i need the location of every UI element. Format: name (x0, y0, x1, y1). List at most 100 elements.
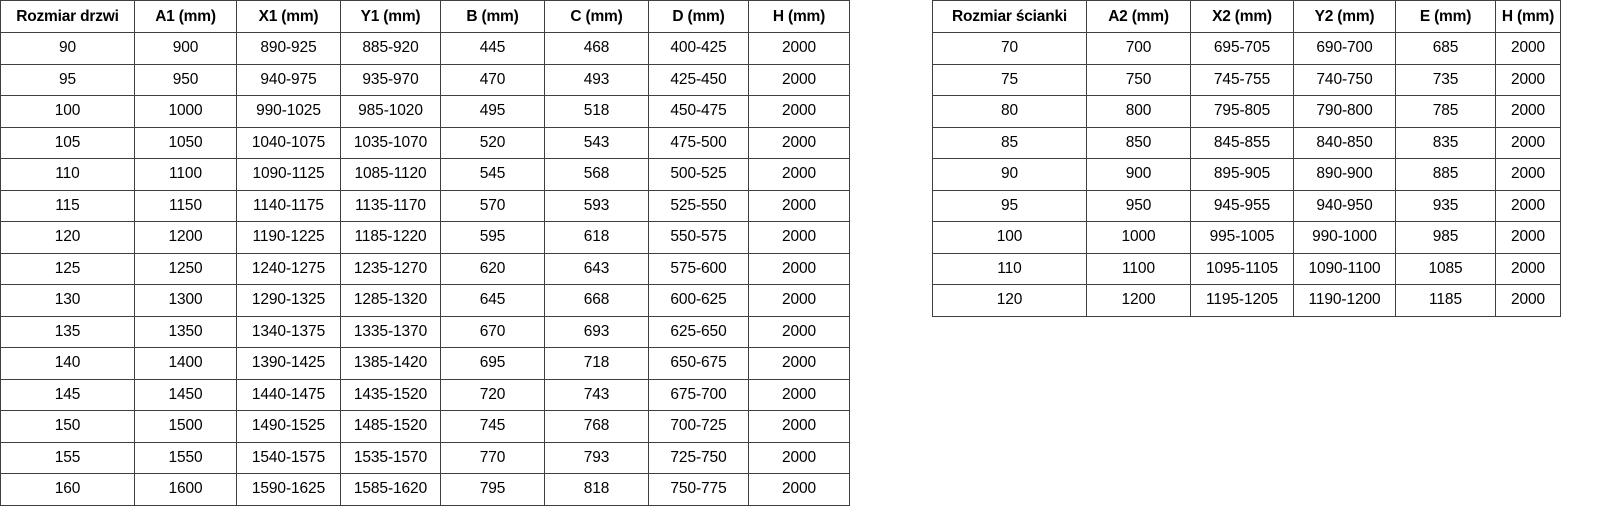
cell-door-size: 130 (0, 284, 135, 317)
cell-b: 795 (440, 473, 545, 506)
table-row: 130 1300 1290-1325 1285-1320 645 668 600-625 20… (0, 284, 850, 317)
cell-a2: 1000 (1086, 221, 1191, 254)
cell-h: 2000 (748, 378, 850, 411)
column-header-y2: Y2 (mm) (1293, 0, 1396, 33)
cell-h: 2000 (748, 158, 850, 191)
cell-e: 735 (1395, 63, 1496, 96)
cell-e: 985 (1395, 221, 1496, 254)
table-row: 95 950 945-955 940-950 935 2000 (932, 189, 1561, 222)
cell-y1: 1385-1420 (340, 347, 441, 380)
wall-dimensions-table: Rozmiar ścianki A2 (mm) X2 (mm) Y2 (mm) … (932, 0, 1561, 317)
table-row: 125 1250 1240-1275 1235-1270 620 643 575-600 20… (0, 252, 850, 285)
cell-a2: 800 (1086, 95, 1191, 128)
cell-d: 500-525 (648, 158, 749, 191)
cell-x1: 1490-1525 (236, 410, 341, 443)
cell-wall-size: 110 (932, 252, 1087, 285)
cell-a1: 1000 (134, 95, 237, 128)
table-row: 150 1500 1490-1525 1485-1520 745 768 700-725 20… (0, 410, 850, 443)
cell-y1: 1085-1120 (340, 158, 441, 191)
cell-b: 745 (440, 410, 545, 443)
cell-d: 600-625 (648, 284, 749, 317)
cell-e: 785 (1395, 95, 1496, 128)
cell-wall-size: 120 (932, 284, 1087, 317)
table-row: 90 900 890-925 885-920 445 468 400-425 2000 (0, 32, 850, 65)
cell-e: 835 (1395, 126, 1496, 159)
cell-x2: 1095-1105 (1190, 252, 1294, 285)
cell-c: 743 (544, 378, 649, 411)
cell-y2: 890-900 (1293, 158, 1396, 191)
cell-d: 675-700 (648, 378, 749, 411)
cell-c: 818 (544, 473, 649, 506)
cell-d: 550-575 (648, 221, 749, 254)
cell-x2: 845-855 (1190, 126, 1294, 159)
cell-b: 595 (440, 221, 545, 254)
cell-x1: 1340-1375 (236, 315, 341, 348)
cell-door-size: 150 (0, 410, 135, 443)
cell-h: 2000 (748, 473, 850, 506)
table-row: 145 1450 1440-1475 1435-1520 720 743 675-700 20… (0, 378, 850, 411)
cell-c: 493 (544, 63, 649, 96)
cell-h: 2000 (748, 441, 850, 474)
cell-e: 935 (1395, 189, 1496, 222)
column-header-wall-size: Rozmiar ścianki (932, 0, 1087, 33)
cell-h: 2000 (1495, 189, 1561, 222)
door-dimensions-table: Rozmiar drzwi A1 (mm) X1 (mm) Y1 (mm) B … (0, 0, 850, 506)
cell-c: 668 (544, 284, 649, 317)
cell-b: 520 (440, 126, 545, 159)
cell-d: 475-500 (648, 126, 749, 159)
cell-wall-size: 70 (932, 32, 1087, 65)
cell-h: 2000 (748, 252, 850, 285)
cell-d: 450-475 (648, 95, 749, 128)
table-row: 135 1350 1340-1375 1335-1370 670 693 625-650 20… (0, 315, 850, 348)
cell-a1: 1050 (134, 126, 237, 159)
table-row: 85 850 845-855 840-850 835 2000 (932, 126, 1561, 159)
cell-door-size: 135 (0, 315, 135, 348)
cell-door-size: 95 (0, 63, 135, 96)
cell-a1: 1400 (134, 347, 237, 380)
table-row: 95 950 940-975 935-970 470 493 425-450 2000 (0, 63, 850, 96)
cell-a1: 1350 (134, 315, 237, 348)
cell-a2: 750 (1086, 63, 1191, 96)
cell-y2: 840-850 (1293, 126, 1396, 159)
cell-h: 2000 (1495, 95, 1561, 128)
cell-door-size: 115 (0, 189, 135, 222)
column-header-x1: X1 (mm) (236, 0, 341, 33)
cell-a1: 900 (134, 32, 237, 65)
cell-wall-size: 100 (932, 221, 1087, 254)
cell-b: 445 (440, 32, 545, 65)
cell-c: 643 (544, 252, 649, 285)
cell-d: 725-750 (648, 441, 749, 474)
column-header-c: C (mm) (544, 0, 649, 33)
cell-x1: 1540-1575 (236, 441, 341, 474)
cell-door-size: 155 (0, 441, 135, 474)
cell-x1: 1440-1475 (236, 378, 341, 411)
column-header-e: E (mm) (1395, 0, 1496, 33)
cell-x1: 990-1025 (236, 95, 341, 128)
cell-h: 2000 (1495, 63, 1561, 96)
cell-door-size: 105 (0, 126, 135, 159)
cell-x1: 1240-1275 (236, 252, 341, 285)
cell-d: 750-775 (648, 473, 749, 506)
door-table-body: 90 900 890-925 885-920 445 468 400-425 2000 95 95… (0, 32, 850, 506)
cell-c: 543 (544, 126, 649, 159)
cell-a1: 1550 (134, 441, 237, 474)
cell-e: 1085 (1395, 252, 1496, 285)
cell-y2: 790-800 (1293, 95, 1396, 128)
cell-a1: 1500 (134, 410, 237, 443)
cell-a1: 1600 (134, 473, 237, 506)
cell-a2: 950 (1086, 189, 1191, 222)
cell-y1: 1035-1070 (340, 126, 441, 159)
table-header-row: Rozmiar drzwi A1 (mm) X1 (mm) Y1 (mm) B … (0, 0, 850, 33)
cell-y1: 1435-1520 (340, 378, 441, 411)
column-header-y1: Y1 (mm) (340, 0, 441, 33)
cell-d: 425-450 (648, 63, 749, 96)
cell-x1: 1040-1075 (236, 126, 341, 159)
cell-x1: 890-925 (236, 32, 341, 65)
cell-e: 1185 (1395, 284, 1496, 317)
cell-b: 570 (440, 189, 545, 222)
cell-c: 468 (544, 32, 649, 65)
cell-h: 2000 (748, 347, 850, 380)
cell-wall-size: 80 (932, 95, 1087, 128)
cell-y2: 690-700 (1293, 32, 1396, 65)
cell-wall-size: 75 (932, 63, 1087, 96)
